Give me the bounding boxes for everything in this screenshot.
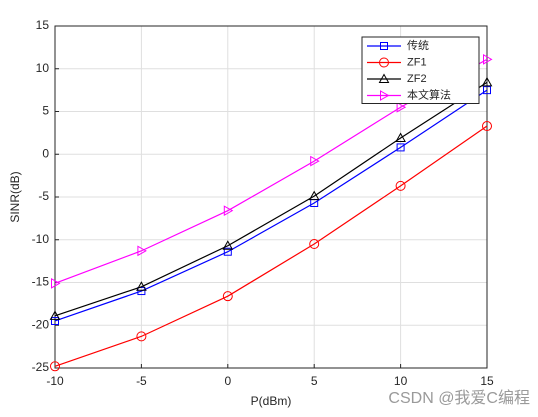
marker bbox=[378, 73, 390, 83]
marker bbox=[136, 281, 147, 291]
marker bbox=[482, 121, 492, 132]
marker bbox=[483, 53, 493, 65]
y-tick-label: 0 bbox=[42, 146, 49, 160]
y-tick-label: -10 bbox=[32, 232, 50, 246]
marker bbox=[396, 143, 405, 152]
marker bbox=[483, 86, 491, 95]
marker bbox=[51, 278, 61, 289]
legend-box bbox=[361, 36, 480, 104]
marker bbox=[310, 155, 320, 167]
x-tick-label: -10 bbox=[46, 374, 64, 388]
x-tick-label: 5 bbox=[311, 374, 318, 388]
marker bbox=[223, 247, 232, 256]
marker bbox=[223, 205, 234, 217]
marker bbox=[308, 190, 320, 201]
marker bbox=[136, 331, 147, 342]
marker bbox=[379, 57, 389, 68]
series-line bbox=[54, 125, 488, 367]
legend-label: 传统 bbox=[407, 39, 429, 52]
marker bbox=[395, 180, 406, 191]
y-tick-label: -5 bbox=[38, 189, 49, 203]
legend-label: ZF2 bbox=[407, 73, 427, 85]
marker bbox=[380, 90, 390, 101]
marker bbox=[396, 101, 407, 113]
marker bbox=[50, 361, 60, 372]
marker bbox=[222, 240, 234, 250]
series-line bbox=[54, 81, 488, 317]
axes-box bbox=[54, 25, 488, 369]
x-axis-label: P(dBm) bbox=[251, 394, 292, 408]
y-tick-label: -15 bbox=[32, 275, 50, 289]
y-tick-label: -20 bbox=[32, 317, 50, 331]
marker bbox=[309, 239, 320, 250]
marker bbox=[137, 287, 146, 296]
x-tick-label: -5 bbox=[136, 374, 147, 388]
x-tick-label: 15 bbox=[480, 374, 494, 388]
y-tick-label: 5 bbox=[42, 104, 49, 118]
y-axis-label: SINR(dB) bbox=[8, 171, 22, 222]
marker bbox=[137, 245, 147, 257]
legend-label: 本文算法 bbox=[407, 87, 451, 101]
x-tick-label: 0 bbox=[224, 374, 231, 388]
y-tick-label: 15 bbox=[36, 18, 50, 32]
y-tick-label: -25 bbox=[32, 360, 50, 374]
marker bbox=[51, 316, 59, 325]
y-tick-label: 10 bbox=[36, 61, 50, 75]
marker bbox=[49, 310, 61, 320]
watermark: CSDN @我爱C编程 bbox=[388, 389, 530, 407]
marker bbox=[395, 132, 406, 143]
marker bbox=[481, 76, 493, 87]
x-tick-label: 10 bbox=[394, 374, 408, 388]
marker bbox=[380, 42, 388, 50]
legend-label: ZF1 bbox=[407, 56, 427, 68]
series-line bbox=[54, 89, 488, 322]
marker bbox=[222, 291, 233, 302]
